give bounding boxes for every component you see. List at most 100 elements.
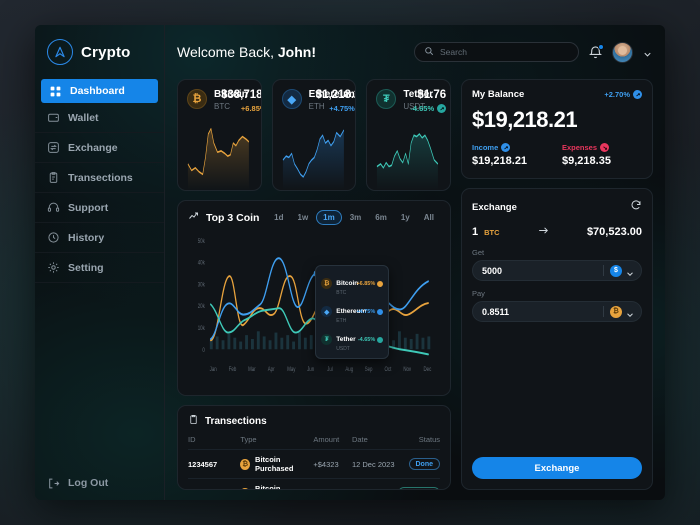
sidebar-item-wallet[interactable]: Wallet bbox=[35, 103, 164, 133]
coin-values: $1,218.21 +4.75% bbox=[315, 89, 356, 113]
sidebar-item-transections[interactable]: Transections bbox=[35, 163, 164, 193]
tooltip-row-bitcoin: ₿ Bitcoin BTC +6.85% bbox=[321, 270, 384, 298]
coin-card-header: ₿ Bitcoin BTC $38,718.24 +6.85% bbox=[187, 89, 261, 113]
tooltip-coin-name: Tether bbox=[336, 335, 356, 343]
svg-text:40k: 40k bbox=[198, 260, 205, 267]
headset-icon bbox=[47, 201, 60, 214]
cell-status: Pending bbox=[398, 478, 440, 489]
sidebar: Crypto Dashboard Wallet bbox=[35, 25, 165, 500]
exchange-button[interactable]: Exchange bbox=[472, 457, 642, 479]
svg-text:10k: 10k bbox=[198, 325, 205, 332]
svg-text:Jun: Jun bbox=[307, 366, 314, 373]
range-1w[interactable]: 1w bbox=[297, 213, 309, 222]
transactions-card: Transections ID Type Amount Date Status bbox=[177, 405, 451, 490]
bell-icon[interactable] bbox=[588, 43, 604, 60]
search-box[interactable] bbox=[414, 42, 579, 62]
svg-text:Mar: Mar bbox=[248, 366, 256, 373]
coin-change-value: +6.85% bbox=[240, 104, 261, 113]
chevron-down-icon[interactable] bbox=[642, 47, 653, 58]
balance-breakdown: Income $19,218.21 Expenses bbox=[472, 143, 642, 167]
arrow-up-badge-icon bbox=[501, 143, 511, 152]
arrow-right-icon bbox=[506, 224, 581, 240]
coin-card-tether[interactable]: ₮ Tether USDT $1.76 -4.65% bbox=[366, 79, 452, 191]
avatar[interactable] bbox=[612, 41, 633, 63]
range-all[interactable]: All bbox=[423, 213, 434, 222]
grid-icon bbox=[49, 85, 62, 98]
coin-change: +4.75% bbox=[316, 104, 356, 113]
coin-card-header: ₮ Tether USDT $1.76 -4.65% bbox=[376, 89, 447, 113]
tooltip-coin-name: Ethereum bbox=[336, 307, 367, 315]
cell-id: 1234567 bbox=[188, 449, 241, 479]
page-title: Welcome Back, John! bbox=[177, 44, 316, 60]
chevron-down-icon[interactable] bbox=[625, 266, 635, 276]
coin-price: $1,218.21 bbox=[315, 89, 356, 101]
sidebar-item-label: Dashboard bbox=[70, 85, 125, 97]
get-field[interactable]: $ bbox=[472, 260, 642, 281]
sidebar-item-exchange[interactable]: Exchange bbox=[35, 133, 164, 163]
pay-input[interactable] bbox=[482, 306, 603, 317]
range-1d[interactable]: 1d bbox=[274, 213, 284, 222]
cell-type: ₿ Bitcoin Purchased bbox=[240, 478, 314, 490]
refresh-icon[interactable] bbox=[630, 198, 642, 216]
column-header-id: ID bbox=[188, 435, 196, 444]
sidebar-item-label: Wallet bbox=[68, 111, 99, 124]
cell-amount: +$4323 bbox=[313, 449, 352, 479]
tooltip-row-tether: ₮ Tether USDT -4.65% bbox=[321, 326, 384, 354]
coin-values: $1.76 -4.65% bbox=[410, 89, 447, 113]
search-input[interactable] bbox=[440, 47, 569, 57]
table-row[interactable]: 1234567 ₿ Bitcoin Purchased +$4323 12 De bbox=[188, 478, 440, 490]
triangle-a-logo-icon bbox=[47, 39, 73, 65]
brand: Crypto bbox=[35, 25, 164, 79]
coin-card-ethereum[interactable]: ◆ Ethereum ETH $1,218.21 +4.75% bbox=[271, 79, 357, 191]
table-row[interactable]: 1234567 ₿ Bitcoin Purchased +$4323 12 De bbox=[188, 449, 440, 479]
coin-change: +6.85% bbox=[221, 104, 261, 113]
crypto-dashboard-app: Crypto Dashboard Wallet bbox=[35, 25, 665, 500]
trending-up-icon bbox=[188, 210, 200, 225]
trend-up-badge-icon bbox=[377, 308, 384, 315]
cell-date: 12 Dec 2023 bbox=[351, 449, 399, 479]
sidebar-item-support[interactable]: Support bbox=[35, 193, 164, 223]
sidebar-item-label: Support bbox=[68, 201, 109, 214]
chart-plot-area[interactable]: 50k 40k 30k 20k 10k 0 bbox=[188, 230, 440, 389]
chart-title-label: Top 3 Coin bbox=[206, 211, 260, 224]
sidebar-item-dashboard[interactable]: Dashboard bbox=[41, 79, 158, 103]
pay-field[interactable]: ₿ bbox=[472, 301, 642, 322]
transaction-type: ₿ Bitcoin Purchased bbox=[240, 455, 313, 473]
coin-sparkline-bitcoin bbox=[187, 117, 252, 190]
range-6m[interactable]: 6m bbox=[375, 213, 387, 222]
sidebar-item-setting[interactable]: Setting bbox=[35, 253, 164, 283]
svg-text:Aug: Aug bbox=[345, 366, 353, 373]
coin-price: $38,718.24 bbox=[221, 89, 262, 101]
expenses-label: Expenses bbox=[562, 143, 598, 152]
coin-sparkline-ethereum bbox=[282, 117, 347, 190]
greeting-prefix: Welcome Back, bbox=[177, 44, 278, 60]
right-column: My Balance +2.70% $19,218.21 bbox=[461, 79, 653, 490]
bitcoin-icon: ₿ bbox=[187, 89, 207, 109]
exchange-rate-row: 1 BTC $70,523.00 bbox=[472, 224, 642, 240]
range-1y[interactable]: 1y bbox=[400, 213, 410, 222]
exchange-title: Exchange bbox=[472, 201, 517, 213]
coin-card-bitcoin[interactable]: ₿ Bitcoin BTC $38,718.24 +6.85% bbox=[177, 79, 262, 191]
sidebar-item-history[interactable]: History bbox=[35, 223, 164, 253]
logout-button[interactable]: Log Out bbox=[35, 466, 164, 500]
clipboard-icon bbox=[188, 414, 199, 428]
coin-values: $38,718.24 +6.85% bbox=[221, 89, 262, 113]
trend-down-badge-icon bbox=[377, 336, 384, 343]
chart-svg: 50k 40k 30k 20k 10k 0 bbox=[198, 238, 432, 373]
cell-amount: +$4323 bbox=[313, 478, 352, 489]
range-3m[interactable]: 3m bbox=[349, 213, 362, 222]
sidebar-item-label: History bbox=[68, 231, 105, 244]
column-header-amount: Amount bbox=[313, 435, 340, 444]
get-input[interactable] bbox=[482, 265, 603, 276]
balance-change-value: +2.70% bbox=[604, 90, 630, 99]
transaction-type-label: Bitcoin Purchased bbox=[255, 484, 281, 490]
range-1m[interactable]: 1m bbox=[316, 210, 342, 225]
dashboard-grid: ₿ Bitcoin BTC $38,718.24 +6.85% bbox=[177, 79, 653, 490]
svg-text:Jan: Jan bbox=[210, 366, 217, 373]
brand-name: Crypto bbox=[81, 43, 131, 61]
chevron-down-icon[interactable] bbox=[625, 307, 635, 317]
balance-change: +2.70% bbox=[604, 90, 642, 99]
svg-text:Nov: Nov bbox=[403, 366, 411, 373]
bitcoin-icon: ₿ bbox=[240, 487, 251, 489]
